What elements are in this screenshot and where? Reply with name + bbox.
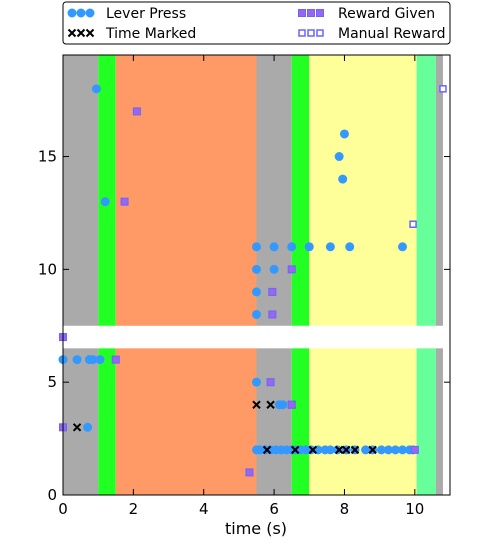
data-point (120, 197, 129, 206)
data-point (350, 445, 360, 455)
data-point (304, 242, 314, 252)
legend-marker (85, 28, 95, 38)
legend-marker (298, 9, 306, 17)
data-point (342, 445, 351, 455)
plot-area-bands (63, 55, 443, 495)
legend-entry: Manual Reward (298, 26, 445, 42)
data-point (287, 242, 297, 252)
series-x (72, 400, 377, 455)
data-point (132, 107, 141, 116)
data-point (287, 265, 296, 274)
band-0 (63, 55, 99, 495)
legend-marker (307, 29, 315, 37)
band-1 (98, 55, 116, 495)
plot-frame (62, 54, 451, 496)
x-tick-label: 10 (405, 500, 424, 518)
legend-label: Time Marked (105, 26, 196, 42)
data-point (338, 174, 348, 184)
series-square-open (409, 85, 447, 228)
data-point (332, 445, 342, 455)
data-point (95, 355, 105, 365)
data-point (266, 400, 275, 409)
legend-marker (85, 8, 95, 18)
x-tick-label: 6 (269, 500, 279, 518)
data-point (72, 423, 82, 432)
data-point (334, 152, 344, 162)
data-point (83, 422, 93, 432)
data-point (368, 445, 377, 455)
data-point (245, 468, 254, 477)
y-tick-label: 0 (47, 486, 57, 504)
legend-marker (316, 9, 324, 17)
data-point (290, 445, 300, 455)
data-point (269, 242, 279, 252)
data-point (262, 445, 272, 455)
y-tick-label: 10 (38, 260, 57, 278)
x-axis-label: time (s) (225, 519, 287, 538)
legend-marker (298, 29, 306, 37)
data-point (278, 400, 288, 410)
axis-ticks: 0 2 4 6 8 10 0 5 10 15 (38, 55, 450, 518)
data-point (268, 310, 277, 319)
legend-label: Manual Reward (338, 26, 445, 42)
band-7 (435, 55, 443, 495)
legend-marker (76, 28, 86, 38)
data-point (334, 445, 344, 455)
data-point (100, 197, 110, 207)
data-point (409, 220, 417, 228)
data-point (287, 400, 296, 409)
legend-label: Lever Press (106, 6, 186, 22)
data-point (266, 378, 275, 387)
x-tick-label: 8 (340, 500, 350, 518)
x-tick-label: 2 (129, 500, 139, 518)
legend-entry: Time Marked (67, 26, 196, 42)
y-tick-label: 5 (47, 373, 57, 391)
legend-marker (76, 8, 86, 18)
blank-stripe-rect (63, 325, 443, 349)
band-6 (416, 55, 436, 495)
data-point (91, 84, 101, 94)
band-5 (309, 55, 417, 495)
data-point (252, 400, 261, 409)
y-tick-label: 15 (38, 148, 57, 166)
data-point (339, 129, 349, 139)
legend: Lever Press Reward Given Time Marked Manual… (62, 1, 451, 45)
legend-frame (62, 1, 451, 45)
data-point (252, 242, 261, 252)
data-point (252, 264, 261, 274)
band-3 (256, 55, 292, 495)
legend-marker (307, 9, 315, 17)
data-point (252, 309, 261, 319)
data-point (268, 287, 277, 296)
data-point (325, 242, 335, 252)
x-tick-label: 0 (58, 500, 68, 518)
legend-marker (67, 8, 77, 18)
legend-entry: Reward Given (298, 6, 435, 22)
legend-marker (67, 28, 77, 38)
data-point (345, 242, 355, 252)
data-point (439, 85, 447, 93)
data-marks (58, 84, 447, 477)
band-4 (291, 55, 310, 495)
legend-entry: Lever Press (67, 6, 186, 22)
blank-stripe (63, 325, 443, 349)
legend-marker (316, 29, 324, 37)
data-point (252, 287, 261, 297)
data-point (72, 355, 82, 365)
data-point (252, 377, 261, 387)
data-point (308, 445, 317, 455)
band-2 (115, 55, 257, 495)
x-tick-label: 4 (199, 500, 209, 518)
data-point (398, 242, 408, 252)
data-point (410, 445, 419, 454)
data-point (269, 264, 279, 274)
data-point (111, 355, 120, 364)
legend-label: Reward Given (338, 6, 435, 22)
